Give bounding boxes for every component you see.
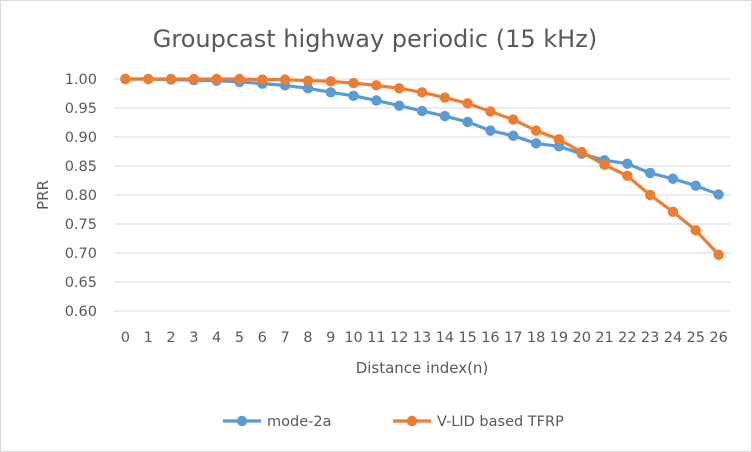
- data-point: [143, 73, 154, 85]
- data-point: [302, 83, 314, 94]
- x-tick-label: 24: [664, 330, 682, 346]
- chart-title: Groupcast highway periodic (15 kHz): [153, 25, 597, 53]
- data-point: [713, 189, 724, 200]
- x-tick-label: 3: [189, 330, 198, 346]
- x-tick-label: 17: [504, 330, 522, 346]
- legend-label: mode-2a: [267, 414, 331, 430]
- data-point: [530, 125, 542, 136]
- data-point: [393, 100, 405, 111]
- x-tick-label: 0: [121, 330, 130, 346]
- legend-item: mode-2a: [223, 414, 331, 430]
- legend-marker: [406, 415, 418, 427]
- data-point: [485, 106, 496, 117]
- data-point: [348, 90, 359, 102]
- x-tick-label: 6: [258, 330, 267, 346]
- data-point: [393, 83, 405, 94]
- series-layer: [120, 73, 724, 260]
- legend-item: V-LID based TFRP: [393, 414, 564, 430]
- data-point: [576, 146, 587, 158]
- data-point: [416, 105, 428, 117]
- x-tick-label: 14: [436, 330, 454, 346]
- y-tick-label: 0.65: [65, 275, 97, 291]
- data-point: [371, 95, 382, 106]
- x-tick-label: 26: [709, 330, 727, 346]
- x-tick-label: 12: [390, 330, 408, 346]
- x-tick-label: 7: [280, 330, 289, 346]
- data-point: [599, 159, 610, 171]
- x-tick-label: 21: [595, 330, 613, 346]
- x-tick-label: 9: [326, 330, 335, 346]
- x-tick-label: 5: [235, 330, 244, 346]
- data-point: [371, 80, 382, 91]
- y-tick-label: 0.90: [65, 130, 97, 146]
- data-point: [165, 73, 177, 85]
- series-2: [120, 73, 724, 260]
- data-point: [439, 92, 451, 103]
- data-point: [508, 130, 519, 142]
- x-tick-label: 11: [367, 330, 385, 346]
- data-point: [553, 134, 565, 145]
- data-point: [508, 114, 519, 125]
- data-point: [439, 110, 451, 122]
- data-point: [348, 77, 359, 89]
- data-point: [416, 87, 428, 98]
- data-point: [713, 249, 724, 260]
- data-point: [325, 76, 336, 87]
- x-tick-label: 16: [481, 330, 499, 346]
- data-point: [188, 73, 200, 85]
- legend-marker: [236, 415, 248, 427]
- y-tick-label: 0.80: [65, 188, 97, 204]
- y-tick-label: 1.00: [65, 72, 97, 88]
- x-tick-label: 10: [344, 330, 362, 346]
- x-axis-ticks: 0 1 2 3 4 5 6 7 8 9 10 11 12 13 14 15 16 17 18 19 20 21 22 23 24…: [121, 330, 728, 346]
- data-point: [279, 74, 291, 85]
- data-point: [462, 116, 473, 128]
- data-point: [302, 75, 314, 86]
- data-point: [690, 180, 701, 191]
- y-tick-label: 0.70: [65, 246, 97, 262]
- x-tick-label: 19: [550, 330, 568, 346]
- x-tick-label: 15: [458, 330, 476, 346]
- data-point: [644, 167, 656, 179]
- x-tick-label: 23: [641, 330, 659, 346]
- data-point: [667, 173, 679, 184]
- legend: mode-2a V-LID based TFRP: [223, 414, 564, 430]
- y-tick-label: 0.95: [65, 101, 97, 117]
- y-tick-label: 0.85: [65, 159, 97, 175]
- x-tick-label: 4: [212, 330, 221, 346]
- x-tick-label: 8: [303, 330, 312, 346]
- data-point: [667, 206, 679, 218]
- legend-label: V-LID based TFRP: [437, 414, 564, 430]
- x-tick-label: 1: [144, 330, 153, 346]
- x-tick-label: 25: [687, 330, 705, 346]
- data-point: [690, 225, 701, 236]
- data-point: [325, 87, 336, 98]
- data-point: [120, 73, 131, 85]
- x-tick-label: 20: [572, 330, 590, 346]
- x-tick-label: 2: [166, 330, 175, 346]
- data-point: [462, 98, 473, 109]
- x-tick-label: 18: [527, 330, 545, 346]
- data-point: [622, 170, 633, 182]
- y-tick-label: 0.60: [65, 304, 97, 320]
- data-point: [530, 138, 542, 149]
- data-point: [485, 125, 496, 136]
- x-axis-label: Distance index(n): [356, 359, 489, 377]
- y-axis-label: PRR: [34, 180, 52, 210]
- data-point: [257, 74, 268, 85]
- x-tick-label: 13: [413, 330, 431, 346]
- grid-lines: [114, 78, 730, 283]
- data-point: [211, 73, 222, 85]
- data-point: [622, 158, 633, 169]
- x-tick-label: 22: [618, 330, 636, 346]
- y-tick-label: 0.75: [65, 217, 97, 233]
- y-axis-ticks: 0.60 0.65 0.70 0.75 0.80 0.85 0.90 0.95 1.00: [65, 72, 97, 320]
- data-point: [234, 73, 245, 85]
- data-point: [644, 189, 656, 201]
